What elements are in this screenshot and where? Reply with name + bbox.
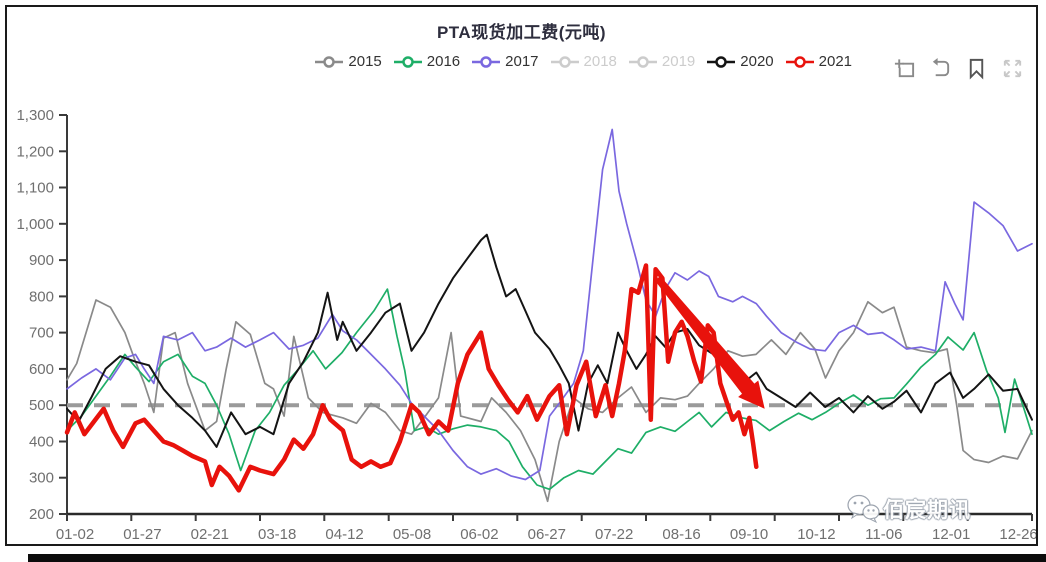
svg-text:09-10: 09-10: [730, 526, 768, 543]
svg-text:12-01: 12-01: [932, 526, 970, 543]
svg-text:1,100: 1,100: [16, 180, 54, 197]
legend-label: 2020: [740, 53, 774, 70]
legend-label: 2016: [426, 53, 461, 70]
svg-text:400: 400: [29, 434, 54, 451]
svg-text:1,300: 1,300: [16, 107, 54, 124]
svg-text:06-02: 06-02: [460, 526, 498, 543]
legend-item-2021[interactable]: 2021: [785, 53, 852, 70]
legend-marker-icon: [785, 55, 814, 68]
legend-label: 2018: [583, 53, 617, 70]
line-chart-plot-area: 200 300 400 500 600 700 800 900 1,000 1,100 1,200 1…: [16, 107, 1036, 543]
legend-marker-icon: [628, 55, 657, 68]
svg-text:03-18: 03-18: [258, 526, 296, 543]
svg-text:1,000: 1,000: [16, 216, 54, 233]
svg-text:1,200: 1,200: [16, 143, 54, 160]
bottom-bar: [28, 554, 1046, 562]
svg-text:300: 300: [29, 470, 54, 487]
legend-marker-icon: [472, 55, 501, 68]
legend-item-2019[interactable]: 2019: [628, 53, 695, 70]
legend-marker-icon: [707, 55, 736, 68]
svg-text:900: 900: [29, 252, 54, 269]
svg-text:12-26: 12-26: [999, 526, 1036, 543]
svg-text:04-12: 04-12: [325, 526, 363, 543]
legend: 2015 2016 2017 2018 2019 2020 2021: [182, 53, 985, 70]
svg-text:08-16: 08-16: [662, 526, 700, 543]
svg-text:01-27: 01-27: [123, 526, 161, 543]
save-as-image-icon[interactable]: [965, 57, 988, 80]
chart-panel: 200 300 400 500 600 700 800 900 1,000 1,100 1,200 1…: [5, 5, 1038, 546]
restore-icon[interactable]: [929, 57, 952, 80]
legend-label: 2017: [505, 53, 539, 70]
svg-text:06-27: 06-27: [528, 526, 566, 543]
svg-text:800: 800: [29, 288, 54, 305]
svg-text:05-08: 05-08: [393, 526, 431, 543]
toolbox: [893, 57, 1024, 80]
fullscreen-icon[interactable]: [1001, 57, 1024, 80]
legend-item-2020[interactable]: 2020: [706, 53, 774, 70]
legend-marker-icon: [393, 55, 422, 68]
svg-text:700: 700: [29, 325, 54, 342]
svg-text:500: 500: [29, 397, 54, 414]
chart-title: PTA现货加工费(元吨): [436, 23, 607, 42]
svg-text:01-02: 01-02: [56, 526, 94, 543]
svg-text:11-06: 11-06: [865, 526, 902, 543]
legend-item-2016[interactable]: 2016: [393, 53, 460, 70]
legend-marker-icon: [315, 55, 344, 68]
legend-marker-icon: [550, 55, 579, 68]
legend-item-2015[interactable]: 2015: [314, 53, 382, 70]
data-zoom-icon[interactable]: [893, 57, 916, 80]
legend-item-2018[interactable]: 2018: [550, 53, 617, 70]
legend-label: 2015: [348, 53, 382, 70]
legend-label: 2019: [661, 53, 696, 70]
legend-label: 2021: [818, 53, 853, 70]
legend-item-2017[interactable]: 2017: [471, 53, 539, 70]
svg-text:10-12: 10-12: [797, 526, 835, 543]
svg-text:600: 600: [29, 361, 54, 378]
svg-text:02-21: 02-21: [191, 526, 229, 543]
svg-text:200: 200: [29, 506, 54, 523]
svg-text:07-22: 07-22: [595, 526, 633, 543]
